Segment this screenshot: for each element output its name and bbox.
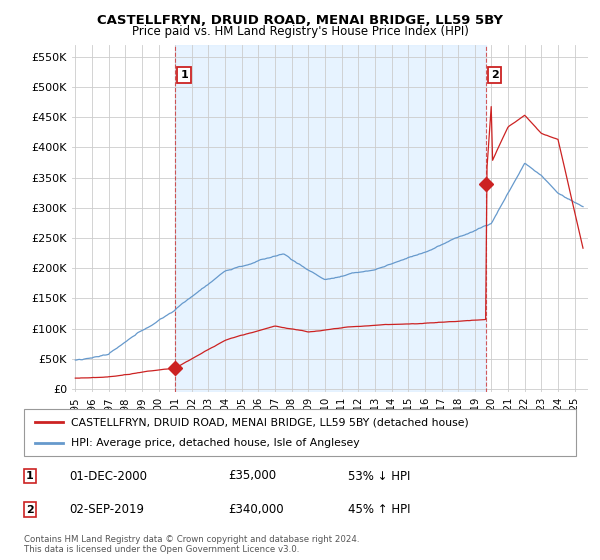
Bar [175, 45, 486, 392]
Text: 1: 1 [26, 471, 34, 481]
Text: HPI: Average price, detached house, Isle of Anglesey: HPI: Average price, detached house, Isle… [71, 438, 359, 448]
Text: 02-SEP-2019: 02-SEP-2019 [69, 503, 144, 516]
Text: 45% ↑ HPI: 45% ↑ HPI [348, 503, 410, 516]
Text: £340,000: £340,000 [228, 503, 284, 516]
Text: Price paid vs. HM Land Registry's House Price Index (HPI): Price paid vs. HM Land Registry's House … [131, 25, 469, 38]
FancyBboxPatch shape [24, 409, 576, 456]
Text: CASTELLFRYN, DRUID ROAD, MENAI BRIDGE, LL59 5BY: CASTELLFRYN, DRUID ROAD, MENAI BRIDGE, L… [97, 14, 503, 27]
Text: 01-DEC-2000: 01-DEC-2000 [69, 469, 147, 483]
Text: 1: 1 [180, 70, 188, 80]
Text: 53% ↓ HPI: 53% ↓ HPI [348, 469, 410, 483]
Text: £35,000: £35,000 [228, 469, 276, 483]
Text: Contains HM Land Registry data © Crown copyright and database right 2024.
This d: Contains HM Land Registry data © Crown c… [24, 535, 359, 554]
Text: CASTELLFRYN, DRUID ROAD, MENAI BRIDGE, LL59 5BY (detached house): CASTELLFRYN, DRUID ROAD, MENAI BRIDGE, L… [71, 417, 469, 427]
Text: 2: 2 [26, 505, 34, 515]
Text: 2: 2 [491, 70, 499, 80]
